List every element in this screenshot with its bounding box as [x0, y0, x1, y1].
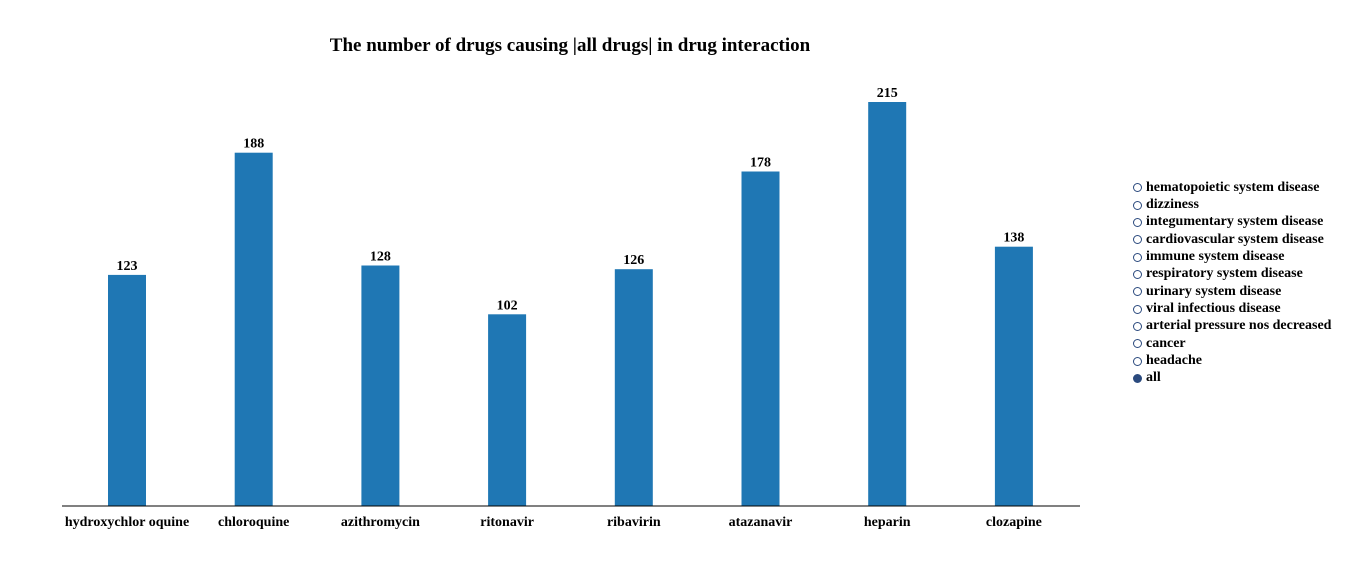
legend-label: all: [1146, 370, 1161, 386]
value-label: 102: [497, 298, 518, 313]
bars-layer: [108, 102, 1033, 506]
legend-label: urinary system disease: [1146, 283, 1282, 299]
legend: hematopoietic system disease dizziness int…: [1133, 179, 1331, 387]
legend-item-headache[interactable]: headache: [1133, 352, 1331, 369]
bar-atazanavir[interactable]: [741, 171, 780, 507]
radio-unselected-icon[interactable]: [1133, 321, 1142, 331]
legend-label: viral infectious disease: [1146, 301, 1281, 317]
legend-item-dizziness[interactable]: dizziness: [1133, 196, 1331, 213]
legend-item-all[interactable]: all: [1133, 370, 1331, 387]
x-tick-labels: hydroxychlor oquine chloroquine azithromyc…: [65, 515, 1042, 530]
radio-unselected-icon[interactable]: [1133, 217, 1142, 227]
legend-label: arterial pressure nos decreased: [1146, 318, 1332, 334]
value-label: 138: [1003, 231, 1024, 246]
radio-unselected-icon[interactable]: [1133, 252, 1142, 262]
value-label: 123: [117, 259, 138, 274]
bar-heparin[interactable]: [868, 102, 907, 506]
bar-azithromycin[interactable]: [361, 265, 400, 507]
legend-label: integumentary system disease: [1146, 214, 1324, 230]
bar-clozapine[interactable]: [994, 246, 1033, 506]
legend-label: cancer: [1146, 335, 1186, 351]
value-label: 128: [370, 250, 391, 265]
x-tick-label: chloroquine: [218, 515, 289, 530]
x-tick-label: azithromycin: [341, 515, 420, 530]
value-label: 126: [623, 253, 644, 268]
value-label: 178: [750, 156, 771, 171]
bar-chloroquine[interactable]: [234, 152, 273, 506]
radio-unselected-icon[interactable]: [1133, 356, 1142, 366]
bar-ritonavir[interactable]: [488, 314, 527, 506]
legend-label: hematopoietic system disease: [1146, 179, 1320, 195]
radio-unselected-icon[interactable]: [1133, 287, 1142, 297]
legend-label: headache: [1146, 353, 1202, 369]
x-tick-label: heparin: [864, 515, 911, 530]
bar-ribavirin[interactable]: [614, 269, 653, 506]
value-label: 188: [243, 137, 264, 152]
legend-label: immune system disease: [1146, 249, 1285, 265]
legend-label: cardiovascular system disease: [1146, 231, 1324, 247]
legend-item-viral-infectious-disease[interactable]: viral infectious disease: [1133, 300, 1331, 317]
x-tick-label: ribavirin: [607, 515, 661, 530]
legend-label: respiratory system disease: [1146, 266, 1303, 282]
legend-item-cancer[interactable]: cancer: [1133, 335, 1331, 352]
legend-label: dizziness: [1146, 197, 1199, 213]
x-tick-label: clozapine: [986, 515, 1042, 530]
radio-unselected-icon[interactable]: [1133, 269, 1142, 279]
radio-selected-icon[interactable]: [1133, 373, 1142, 383]
bar-hydroxychlor-oquine[interactable]: [108, 274, 146, 506]
legend-item-integumentary-system-disease[interactable]: integumentary system disease: [1133, 214, 1331, 231]
radio-unselected-icon[interactable]: [1133, 339, 1142, 349]
legend-item-hematopoietic-system-disease[interactable]: hematopoietic system disease: [1133, 179, 1331, 196]
radio-unselected-icon[interactable]: [1133, 183, 1142, 193]
legend-item-respiratory-system-disease[interactable]: respiratory system disease: [1133, 266, 1331, 283]
x-tick-label: atazanavir: [729, 515, 793, 530]
x-tick-label: ritonavir: [480, 515, 534, 530]
chart-title: The number of drugs causing |all drugs| …: [330, 35, 811, 56]
x-tick-label: hydroxychlor oquine: [65, 515, 189, 530]
radio-unselected-icon[interactable]: [1133, 304, 1142, 314]
legend-item-urinary-system-disease[interactable]: urinary system disease: [1133, 283, 1331, 300]
value-labels-layer: 123 188 128 102 126 178 215 138: [117, 86, 1025, 313]
legend-item-immune-system-disease[interactable]: immune system disease: [1133, 248, 1331, 265]
legend-item-cardiovascular-system-disease[interactable]: cardiovascular system disease: [1133, 231, 1331, 248]
legend-item-arterial-pressure-nos-decreased[interactable]: arterial pressure nos decreased: [1133, 318, 1331, 335]
radio-unselected-icon[interactable]: [1133, 200, 1142, 210]
radio-unselected-icon[interactable]: [1133, 235, 1142, 245]
bar-chart: The number of drugs causing |all drugs| …: [62, 35, 1080, 530]
value-label: 215: [877, 86, 898, 101]
